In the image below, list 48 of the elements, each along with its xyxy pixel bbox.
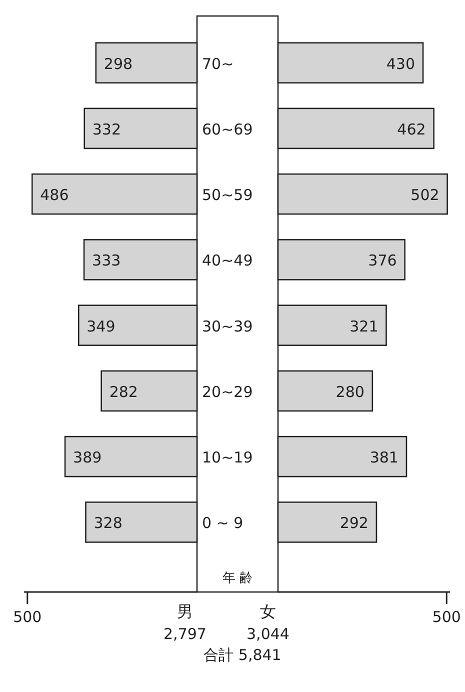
bar xyxy=(83,239,198,280)
data-label: 298 xyxy=(104,54,133,73)
bar xyxy=(78,304,198,346)
data-label: 321 xyxy=(350,317,378,336)
data-label: 282 xyxy=(109,382,138,401)
x-tick-label: 500 xyxy=(432,608,461,626)
data-label: 376 xyxy=(368,252,397,270)
data-label: 381 xyxy=(370,448,398,467)
bar xyxy=(277,370,374,412)
y-tick-label: 30~39 xyxy=(202,317,253,336)
bar xyxy=(85,502,198,543)
bar xyxy=(84,108,198,150)
bar xyxy=(277,42,424,84)
text: 2,797 xyxy=(164,625,206,643)
data-label: 349 xyxy=(86,317,116,336)
bar xyxy=(95,42,198,84)
x-axis-title: 男 xyxy=(177,602,193,621)
x-tick-label: 500 xyxy=(13,608,42,626)
data-label: 280 xyxy=(336,382,364,401)
x-axis-title: 女 xyxy=(260,602,276,621)
y-tick-label: 50~59 xyxy=(202,186,253,204)
data-label: 502 xyxy=(410,186,440,204)
text: 合計 5,841 xyxy=(204,646,282,664)
bar xyxy=(277,239,406,280)
bar xyxy=(64,436,198,478)
data-label: 430 xyxy=(386,54,416,73)
bar xyxy=(31,173,198,215)
data-label: 333 xyxy=(92,252,121,270)
data-label: 328 xyxy=(94,514,122,532)
data-label: 462 xyxy=(397,120,426,138)
bar xyxy=(277,502,378,543)
data-label: 332 xyxy=(92,120,122,138)
bar xyxy=(277,173,448,215)
y-tick-label: 40~49 xyxy=(202,252,253,270)
bar xyxy=(277,304,387,346)
y-tick-label: 20~29 xyxy=(202,382,253,401)
y-axis-title: 年 齢 xyxy=(222,571,253,586)
text: 3,044 xyxy=(246,625,290,643)
y-tick-label: 60~69 xyxy=(202,120,253,138)
data-label: 292 xyxy=(340,514,368,532)
bar xyxy=(100,370,198,412)
data-label: 486 xyxy=(40,186,69,204)
data-label: 389 xyxy=(73,448,102,467)
y-tick-label: 10~19 xyxy=(202,448,253,467)
bar xyxy=(277,436,408,478)
bar xyxy=(277,108,434,150)
y-tick-label: 0 ~ 9 xyxy=(202,514,244,532)
y-tick-label: 70~ xyxy=(202,54,234,73)
